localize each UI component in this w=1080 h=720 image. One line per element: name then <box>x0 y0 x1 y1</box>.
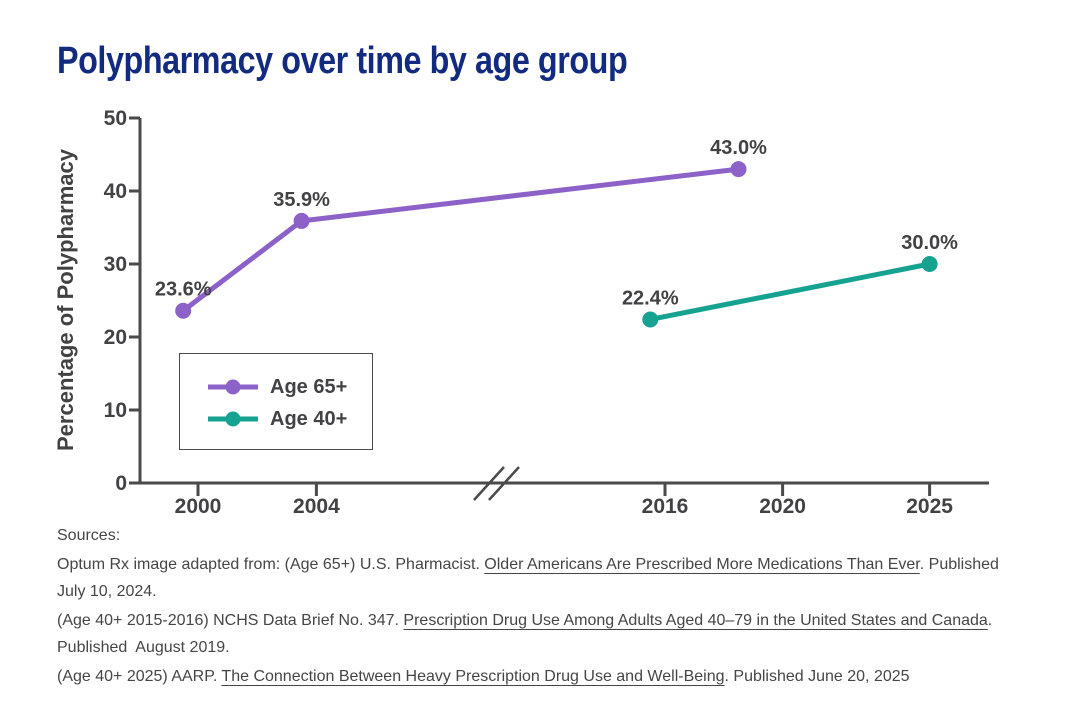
data-point-age-65-0 <box>175 302 192 319</box>
data-point-age-40-1 <box>921 256 938 272</box>
legend-swatch-age-40 <box>208 411 258 427</box>
source-text: . <box>987 612 993 629</box>
x-tick-label-2016: 2016 <box>642 495 689 518</box>
source-link[interactable]: Older Americans Are Prescribed More Medi… <box>484 556 920 573</box>
data-label-age-65-0: 23.6% <box>155 279 212 301</box>
source-item-3: (Age 40+ 2025) AARP. The Connection Betw… <box>57 663 1069 690</box>
x-tick-label-2025: 2025 <box>906 495 953 518</box>
y-tick-label-50: 50 <box>104 107 127 130</box>
legend-swatch-age-65 <box>208 379 258 395</box>
data-label-age-40-1: 30.0% <box>901 232 958 254</box>
source-item-1: Optum Rx image adapted from: (Age 65+) U… <box>57 551 1069 605</box>
source-text: . Published <box>919 556 999 573</box>
source-text: (Age 40+ 2015-2016) NCHS Data Brief No. … <box>57 612 404 629</box>
source-text: (Age 40+ 2025) AARP. <box>57 668 222 685</box>
source-link[interactable]: The Connection Between Heavy Prescriptio… <box>221 668 725 685</box>
y-tick-label-10: 10 <box>104 399 127 422</box>
x-tick-label-2004: 2004 <box>293 495 340 518</box>
data-label-age-40-0: 22.4% <box>622 287 679 309</box>
data-point-age-40-0 <box>642 311 659 328</box>
axis-break-slash-1 <box>473 466 505 501</box>
y-tick-label-20: 20 <box>104 326 127 349</box>
data-point-age-65-2 <box>730 161 747 178</box>
y-tick-label-30: 30 <box>104 253 127 276</box>
y-tick-label-0: 0 <box>115 472 127 495</box>
source-text: Published August 2019. <box>57 639 230 656</box>
series-line-age-65 <box>180 166 741 314</box>
page-title: Polypharmacy over time by age group <box>57 40 628 82</box>
source-text: July 10, 2024. <box>57 583 157 600</box>
legend-label: Age 40+ <box>270 407 348 430</box>
chart-legend: Age 65+ Age 40+ <box>179 353 373 450</box>
x-tick-label-2000: 2000 <box>175 495 222 518</box>
sources-heading: Sources: <box>57 527 121 544</box>
legend-item-age-40: Age 40+ <box>207 408 372 431</box>
source-text: Optum Rx image adapted from: (Age 65+) U… <box>57 556 485 573</box>
y-tick-label-40: 40 <box>104 180 127 203</box>
series-line-age-40 <box>647 261 933 322</box>
x-tick-label-2020: 2020 <box>759 495 806 518</box>
data-point-age-65-1 <box>293 212 310 229</box>
data-label-age-65-2: 43.0% <box>710 137 767 159</box>
source-link[interactable]: Prescription Drug Use Among Adults Aged … <box>403 612 988 629</box>
y-axis-title: Percentage of Polypharmacy <box>53 148 78 451</box>
data-label-age-65-1: 35.9% <box>273 189 330 211</box>
source-item-2: (Age 40+ 2015-2016) NCHS Data Brief No. … <box>57 607 1069 661</box>
legend-item-age-65: Age 65+ <box>207 376 372 399</box>
axis-break-slash-2 <box>488 466 520 501</box>
sources-block: Sources: Optum Rx image adapted from: (A… <box>57 522 1069 690</box>
source-text: . Published June 20, 2025 <box>724 668 910 685</box>
legend-label: Age 65+ <box>270 375 348 398</box>
